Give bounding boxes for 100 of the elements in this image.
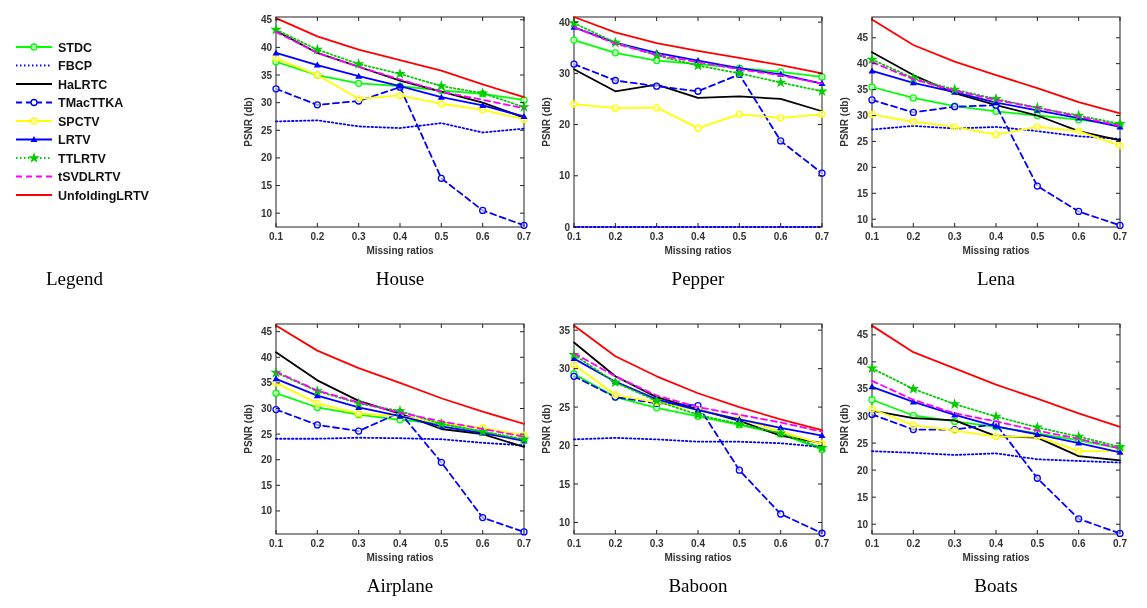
- legend-label: FBCP: [58, 59, 93, 73]
- x-axis-title: Missing ratios: [366, 552, 435, 563]
- y-tick-label: 35: [856, 383, 869, 395]
- y-tick-label: 25: [856, 135, 869, 147]
- x-tick-label: 0.6: [773, 538, 789, 549]
- y-tick-label: 15: [856, 491, 869, 503]
- y-tick-label: 10: [856, 518, 869, 530]
- legend-label: UnfoldingLRTV: [58, 188, 150, 203]
- text: Baboon: [668, 575, 729, 596]
- x-tick-label: 0.5: [434, 538, 449, 549]
- x-tick-label: 0.4: [691, 538, 706, 549]
- x-tick-label: 0.2: [906, 538, 921, 549]
- y-axis-title: PSNR (db): [839, 97, 850, 147]
- x-tick-label: 0.6: [1071, 231, 1087, 242]
- x-axis-title: Missing ratios: [962, 552, 1031, 563]
- y-tick-label: 15: [260, 479, 273, 491]
- x-axis-title: Missing ratios: [664, 245, 733, 256]
- x-tick-label: 0.6: [773, 231, 789, 242]
- y-tick-label: 30: [856, 110, 869, 122]
- x-tick-label: 0.7: [1113, 538, 1128, 549]
- text: Airplane: [366, 575, 434, 596]
- y-axis-title: PSNR (db): [839, 404, 850, 454]
- x-tick-label: 0.4: [393, 231, 408, 242]
- x-tick-label: 0.7: [815, 538, 830, 549]
- legend-label: TTLRTV: [58, 151, 107, 166]
- text: House: [375, 268, 425, 289]
- y-tick-label: 45: [856, 329, 869, 341]
- y-tick-label: 40: [856, 58, 869, 70]
- text: Pepper: [671, 268, 726, 289]
- y-tick-label: 20: [558, 119, 571, 131]
- y-tick-label: 25: [558, 401, 571, 413]
- x-tick-label: 0.7: [1113, 231, 1128, 242]
- y-axis-title: PSNR (db): [541, 404, 552, 454]
- legend-label: STDC: [58, 40, 93, 55]
- y-tick-label: 15: [856, 187, 869, 199]
- x-tick-label: 0.1: [567, 538, 582, 549]
- y-axis-title: PSNR (db): [541, 97, 552, 147]
- x-tick-label: 0.1: [865, 231, 880, 242]
- x-tick-label: 0.6: [475, 231, 491, 242]
- y-tick-label: 25: [260, 428, 273, 440]
- x-tick-label: 0.5: [732, 231, 747, 242]
- text: Legend: [46, 268, 104, 289]
- legend-label: SPCTV: [58, 114, 101, 129]
- x-tick-label: 0.3: [351, 231, 367, 242]
- text: Boats: [974, 575, 1018, 596]
- x-tick-label: 0.7: [815, 231, 830, 242]
- y-tick-label: 30: [558, 363, 571, 375]
- y-axis-title: PSNR (db): [243, 97, 254, 147]
- y-tick-label: 20: [856, 464, 869, 476]
- y-tick-label: 20: [558, 440, 571, 452]
- y-tick-label: 10: [558, 170, 571, 182]
- legend-label: tSVDLRTV: [58, 170, 122, 184]
- y-tick-label: 40: [856, 356, 869, 368]
- y-tick-label: 45: [260, 14, 273, 26]
- x-tick-label: 0.2: [310, 231, 325, 242]
- y-tick-label: 35: [558, 324, 571, 336]
- y-tick-label: 20: [856, 161, 869, 173]
- x-tick-label: 0.4: [393, 538, 408, 549]
- x-tick-label: 0.1: [865, 538, 880, 549]
- legend-label: TMacTTKA: [58, 96, 124, 110]
- x-tick-label: 0.5: [1030, 231, 1045, 242]
- y-tick-label: 10: [260, 505, 273, 517]
- x-tick-label: 0.3: [649, 538, 665, 549]
- y-tick-label: 40: [558, 16, 571, 28]
- x-tick-label: 0.5: [732, 538, 747, 549]
- x-tick-label: 0.1: [567, 231, 582, 242]
- y-tick-label: 25: [856, 437, 869, 449]
- y-tick-label: 10: [260, 207, 273, 219]
- x-tick-label: 0.6: [1071, 538, 1087, 549]
- y-tick-label: 25: [260, 124, 273, 136]
- x-tick-label: 0.6: [475, 538, 491, 549]
- x-tick-label: 0.1: [269, 538, 284, 549]
- y-tick-label: 30: [260, 403, 273, 415]
- legend-label: LRTV: [58, 133, 92, 147]
- x-tick-label: 0.3: [947, 538, 963, 549]
- x-tick-label: 0.4: [691, 231, 706, 242]
- x-tick-label: 0.7: [517, 231, 532, 242]
- x-tick-label: 0.4: [989, 538, 1004, 549]
- y-tick-label: 30: [260, 97, 273, 109]
- x-axis-title: Missing ratios: [962, 245, 1031, 256]
- x-tick-label: 0.7: [517, 538, 532, 549]
- y-tick-label: 15: [558, 478, 571, 490]
- x-tick-label: 0.2: [906, 231, 921, 242]
- y-tick-label: 45: [856, 32, 869, 44]
- x-tick-label: 0.3: [351, 538, 367, 549]
- x-tick-label: 0.2: [608, 231, 623, 242]
- legend-label: HaLRTC: [58, 77, 108, 92]
- x-axis-title: Missing ratios: [664, 552, 733, 563]
- x-tick-label: 0.5: [434, 231, 449, 242]
- y-tick-label: 35: [856, 84, 869, 96]
- y-tick-label: 20: [260, 454, 273, 466]
- y-tick-label: 30: [856, 410, 869, 422]
- y-tick-label: 40: [260, 41, 273, 53]
- x-tick-label: 0.3: [649, 231, 665, 242]
- y-tick-label: 20: [260, 152, 273, 164]
- y-tick-label: 30: [558, 67, 571, 79]
- y-tick-label: 40: [260, 351, 273, 363]
- y-tick-label: 35: [260, 69, 273, 81]
- y-tick-label: 15: [260, 180, 273, 192]
- x-tick-label: 0.5: [1030, 538, 1045, 549]
